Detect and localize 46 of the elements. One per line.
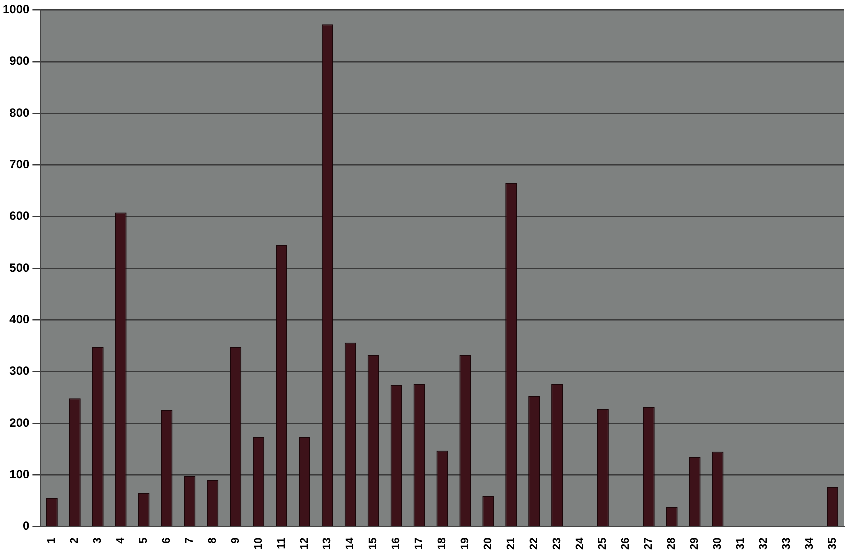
y-tick-label: 700 — [10, 157, 30, 172]
x-tick-label: 33 — [780, 538, 793, 550]
x-tick-label: 30 — [712, 538, 724, 550]
y-tick-label: 800 — [10, 106, 30, 120]
x-tick-label: 6 — [161, 538, 174, 544]
y-tick-label: 500 — [10, 260, 30, 275]
y-tick-label: 400 — [10, 312, 30, 326]
x-tick-label: 34 — [804, 536, 816, 550]
x-tick-label: 1 — [46, 538, 58, 544]
x-tick-label: 3 — [92, 538, 104, 544]
x-tick-label: 13 — [322, 538, 334, 550]
x-tick-label: 18 — [436, 538, 449, 550]
x-tick-label: 22 — [528, 538, 540, 550]
y-tick-label: 900 — [10, 54, 30, 68]
x-tick-label: 24 — [574, 536, 586, 550]
x-tick-label: 2 — [69, 538, 82, 544]
y-tick-label: 0 — [23, 519, 30, 534]
x-tick-label: 19 — [459, 538, 472, 550]
x-tick-label: 10 — [252, 538, 265, 550]
x-tick-label: 15 — [368, 538, 380, 550]
y-tick-label: 200 — [10, 416, 30, 430]
x-tick-label: 9 — [230, 538, 242, 544]
y-tick-label: 300 — [10, 364, 30, 378]
x-tick-label: 8 — [206, 538, 219, 544]
x-tick-label: 5 — [138, 538, 150, 544]
x-tick-label: 28 — [666, 538, 678, 550]
x-tick-label: 7 — [184, 538, 196, 544]
x-tick-label: 26 — [620, 538, 632, 550]
x-tick-label: 16 — [390, 538, 403, 550]
x-tick-label: 23 — [551, 538, 564, 550]
x-tick-label: 20 — [482, 538, 494, 550]
y-tick-label: 1000 — [2, 2, 30, 17]
x-tick-label: 31 — [734, 538, 747, 550]
x-tick-label: 32 — [758, 538, 770, 550]
x-tick-label: 11 — [276, 538, 288, 550]
x-tick-label: 14 — [344, 536, 357, 550]
x-tick-label: 4 — [115, 536, 128, 544]
x-tick-label: 12 — [298, 538, 311, 550]
y-tick-label: 600 — [10, 209, 30, 224]
x-tick-label: 29 — [689, 538, 702, 550]
x-tick-label: 25 — [597, 538, 610, 550]
x-tick-label: 17 — [414, 538, 426, 550]
x-tick-label: 27 — [643, 538, 656, 550]
x-tick-label: 35 — [826, 538, 839, 550]
y-tick-label: 100 — [10, 467, 30, 482]
x-tick-label: 21 — [505, 538, 518, 550]
